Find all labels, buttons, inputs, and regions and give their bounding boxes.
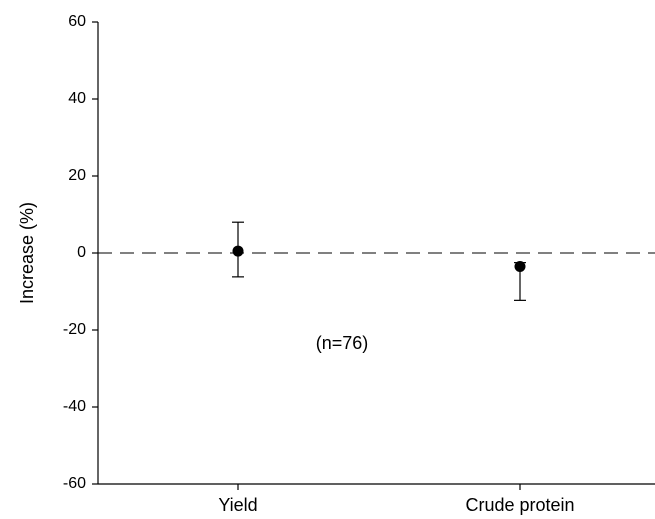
data-point — [514, 260, 526, 272]
y-tick-label: -20 — [63, 321, 86, 338]
x-category-label: Crude protein — [465, 495, 574, 515]
sample-size-annotation: (n=76) — [316, 333, 369, 353]
y-tick-label: 40 — [68, 90, 86, 107]
x-category-label: Yield — [218, 495, 257, 515]
data-point — [232, 245, 244, 257]
y-tick-label: 20 — [68, 167, 86, 184]
y-tick-label: 0 — [77, 244, 86, 261]
y-tick-label: -60 — [63, 475, 86, 492]
y-axis-title: Increase (%) — [17, 202, 37, 304]
y-tick-label: -40 — [63, 398, 86, 415]
plot-area: 60 40 20 0 -20 -40 -60 Yield Crude protein — [63, 13, 655, 515]
y-tick-label: 60 — [68, 13, 86, 30]
